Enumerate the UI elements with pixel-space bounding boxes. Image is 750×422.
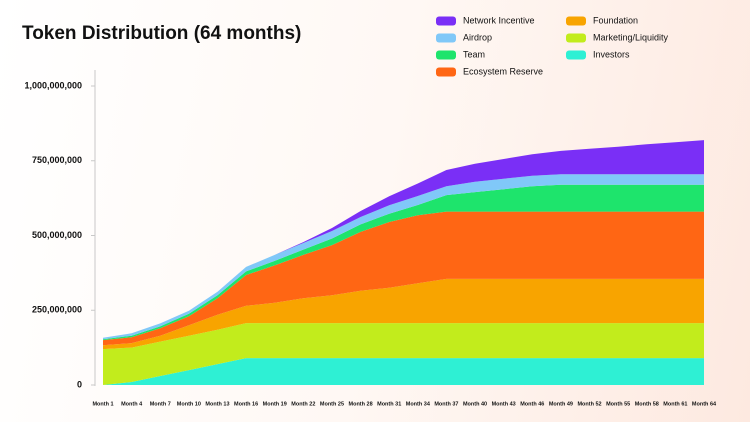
- x-tick-label: Month 16: [234, 401, 258, 407]
- x-tick-label: Month 43: [492, 401, 516, 407]
- legend-label: Network Incentive: [463, 15, 535, 25]
- legend-swatch: [566, 50, 586, 60]
- legend-swatch: [436, 50, 456, 60]
- y-tick-label: 1,000,000,000: [24, 80, 82, 90]
- x-tick-label: Month 37: [434, 401, 458, 407]
- x-tick-label: Month 61: [663, 401, 687, 407]
- y-tick-label: 0: [77, 379, 82, 389]
- x-tick-label: Month 64: [692, 401, 717, 407]
- chart-title: Token Distribution (64 months): [22, 23, 301, 44]
- x-tick-label: Month 28: [349, 401, 373, 407]
- legend-label: Foundation: [593, 15, 638, 25]
- area: [103, 358, 704, 385]
- x-tick-label: Month 10: [177, 401, 201, 407]
- x-tick-label: Month 13: [205, 401, 229, 407]
- x-tick-label: Month 1: [92, 401, 113, 407]
- legend-label: Airdrop: [463, 32, 492, 42]
- legend-swatch: [436, 33, 456, 43]
- y-tick-label: 250,000,000: [32, 305, 82, 315]
- x-tick-label: Month 58: [635, 401, 659, 407]
- x-tick-label: Month 34: [406, 401, 431, 407]
- y-tick-label: 500,000,000: [32, 230, 82, 240]
- x-tick-label: Month 19: [263, 401, 287, 407]
- legend-label: Marketing/Liquidity: [593, 32, 669, 42]
- legend-swatch: [436, 67, 456, 77]
- legend-label: Team: [463, 49, 485, 59]
- x-tick-label: Month 49: [549, 401, 573, 407]
- x-tick-label: Month 7: [150, 401, 171, 407]
- legend-swatch: [566, 16, 586, 26]
- x-tick-label: Month 46: [520, 401, 544, 407]
- legend-label: Investors: [593, 49, 630, 59]
- area: [103, 278, 704, 350]
- area: [103, 211, 704, 346]
- x-tick-label: Month 25: [320, 401, 344, 407]
- x-tick-label: Month 52: [577, 401, 601, 407]
- y-tick-label: 750,000,000: [32, 155, 82, 165]
- legend-swatch: [436, 16, 456, 26]
- x-tick-label: Month 4: [121, 401, 143, 407]
- legend-swatch: [566, 33, 586, 43]
- x-tick-label: Month 40: [463, 401, 487, 407]
- x-tick-label: Month 55: [606, 401, 630, 407]
- area: [103, 174, 704, 340]
- area: [103, 184, 704, 341]
- x-tick-label: Month 31: [377, 401, 401, 407]
- area: [103, 323, 704, 385]
- legend-label: Ecosystem Reserve: [463, 66, 543, 76]
- x-tick-label: Month 22: [291, 401, 315, 407]
- area: [103, 140, 704, 338]
